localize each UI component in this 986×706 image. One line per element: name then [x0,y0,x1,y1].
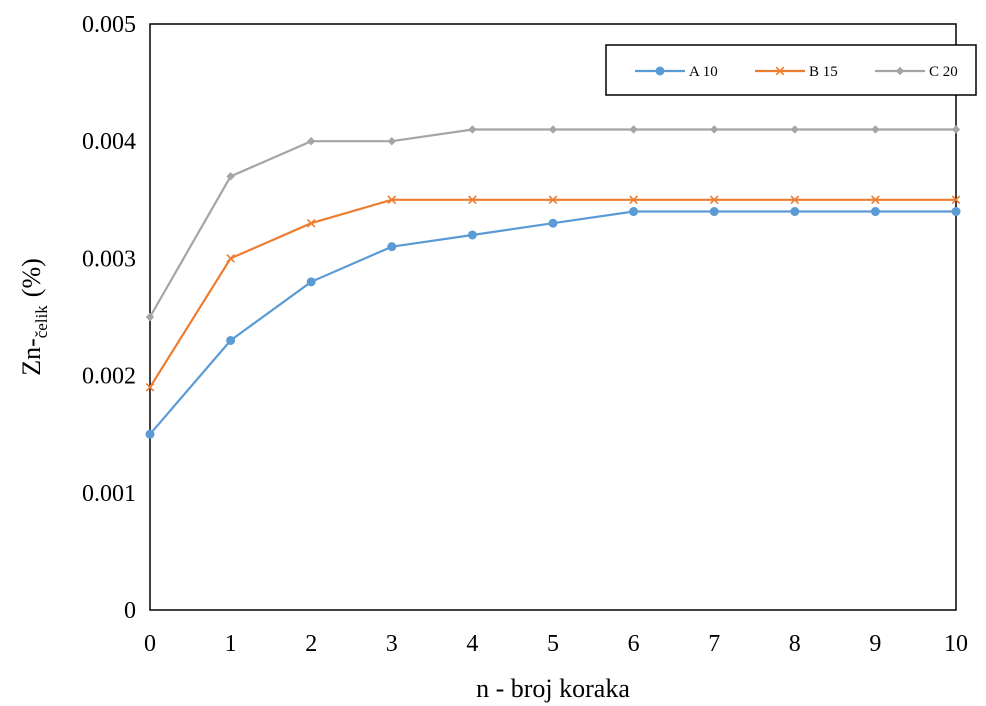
data-point-c-20 [387,137,396,146]
data-point-b-15 [145,382,155,392]
data-point-b-15 [306,218,316,228]
legend-label: A 10 [689,64,718,80]
data-point-a-10 [306,277,316,287]
y-axis-title: Zn-čelik (%) [17,258,51,376]
data-point-c-20 [629,125,638,134]
data-point-c-20 [307,137,316,146]
x-tick-label: 10 [944,631,968,657]
data-point-c-20 [951,125,961,134]
legend-items: A 10 B 15 C 20 [635,64,958,80]
series-line-b-15 [149,198,956,388]
y-axis-title-unit: (%) [17,258,46,297]
x-tick-label: 0 [144,631,156,657]
data-point-b-15 [790,195,800,205]
x-axis-ticks: 0 1 2 3 4 5 6 7 8 9 10 [144,631,968,657]
series-b-15 [145,195,961,392]
data-point-b-15 [871,195,880,205]
data-point-c-20 [790,125,799,134]
data-point-c-20 [710,125,719,134]
legend-item-b-15: B 15 [755,64,838,80]
data-point-c-20 [468,125,477,134]
x-tick-label: 8 [789,631,801,657]
y-tick-label: 0.003 [82,246,136,272]
x-tick-label: 2 [305,631,317,657]
data-point-b-15 [951,195,961,205]
data-point-b-15 [548,195,558,205]
y-axis-ticks: 0 0.001 0.002 0.003 0.004 0.005 [82,12,136,624]
data-point-b-15 [468,195,477,205]
legend-swatch-marker [895,66,905,76]
y-axis-title-subscript: čelik [32,305,51,339]
x-tick-label: 4 [466,631,478,657]
data-point-c-20 [871,125,880,134]
series-a-10 [145,207,961,439]
data-point-a-10 [226,335,236,345]
x-axis-title: n - broj koraka [476,674,630,703]
data-point-a-10 [629,207,639,217]
plot-area-border [149,23,957,611]
series-layer [145,125,961,439]
x-tick-label: 5 [547,631,559,657]
data-point-c-20 [226,172,235,181]
y-tick-label: 0.002 [82,364,136,390]
x-tick-label: 6 [628,631,640,657]
legend-swatch-marker [655,66,665,76]
legend: A 10 B 15 C 20 [605,44,977,96]
data-point-b-15 [226,254,235,263]
data-point-a-10 [145,429,155,439]
data-point-a-10 [790,207,800,217]
data-point-a-10 [548,218,558,228]
data-point-a-10 [467,230,477,240]
y-tick-label: 0.001 [82,481,136,507]
data-point-a-10 [387,242,397,252]
x-tick-label: 1 [225,631,237,657]
data-point-b-15 [387,195,397,205]
data-point-b-15 [629,195,638,205]
y-tick-label: 0 [124,598,136,624]
y-tick-label: 0.005 [82,12,136,38]
legend-label: C 20 [929,64,958,80]
x-tick-label: 9 [869,631,881,657]
data-point-a-10 [709,207,719,217]
x-tick-label: 3 [386,631,398,657]
legend-label: B 15 [809,64,838,80]
series-c-20 [145,125,961,322]
data-point-b-15 [709,195,719,205]
legend-item-a-10: A 10 [635,64,718,80]
data-point-a-10 [951,207,961,217]
data-point-a-10 [870,207,880,217]
series-line-a-10 [149,210,956,435]
legend-item-c-20: C 20 [875,64,958,80]
y-axis-title-main: Zn- [17,338,46,376]
data-point-c-20 [548,125,558,134]
x-tick-label: 7 [708,631,720,657]
data-point-c-20 [145,312,155,322]
legend-swatch-marker [775,66,785,76]
y-tick-label: 0.004 [82,129,136,155]
